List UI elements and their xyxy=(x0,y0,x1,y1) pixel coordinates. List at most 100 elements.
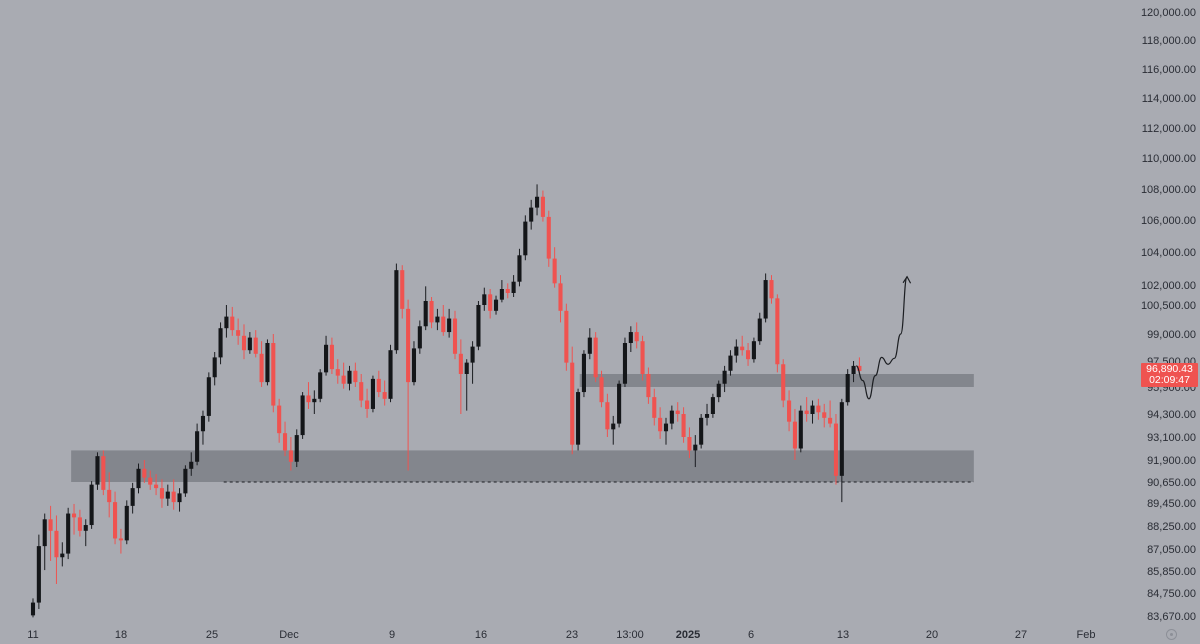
price-tick-label: 93,100.00 xyxy=(1147,432,1196,444)
candle xyxy=(751,337,756,363)
candle xyxy=(411,341,417,386)
candle xyxy=(634,322,639,349)
candle xyxy=(341,362,346,389)
candle-body xyxy=(611,423,616,430)
time-axis[interactable]: 11 18 25 Dec 9 16 23 13:00 2025 6 13 20 27 Feb xyxy=(27,629,1095,641)
candle xyxy=(282,421,288,457)
candle xyxy=(406,299,411,471)
candle-body xyxy=(101,456,106,490)
time-tick-label: 25 xyxy=(206,629,218,641)
candle-body xyxy=(224,316,229,329)
candle-body xyxy=(693,444,698,451)
candle-body xyxy=(306,395,311,403)
candle xyxy=(529,199,534,230)
time-tick-label: 16 xyxy=(475,629,487,641)
candle xyxy=(564,303,569,371)
price-tick-label: 84,750.00 xyxy=(1147,588,1196,600)
candle xyxy=(177,488,182,512)
price-tick-label: 116,000.00 xyxy=(1142,64,1196,76)
candle-body xyxy=(593,337,598,378)
candle xyxy=(540,190,545,222)
candle-body xyxy=(734,346,739,356)
candle xyxy=(159,479,164,508)
candle xyxy=(728,350,733,376)
candle xyxy=(781,359,786,408)
candle-body xyxy=(617,383,622,424)
candle-body xyxy=(312,398,317,403)
candle-body xyxy=(605,402,610,430)
candle-body xyxy=(159,488,164,499)
candle-body xyxy=(476,305,481,347)
candle-body xyxy=(288,450,293,462)
candle xyxy=(259,341,264,387)
candle-body xyxy=(781,364,786,401)
candle xyxy=(148,470,153,490)
candle-body xyxy=(845,374,850,403)
candle-body xyxy=(622,343,628,384)
candle-body xyxy=(406,308,411,383)
projection-arrowhead xyxy=(902,275,912,284)
candle xyxy=(599,370,604,408)
candle xyxy=(581,350,586,398)
candle-body xyxy=(435,316,440,323)
candle-body xyxy=(804,410,809,414)
settings-gear-icon[interactable] xyxy=(1166,629,1177,640)
candle xyxy=(669,405,674,430)
candle xyxy=(271,334,276,413)
candle-body xyxy=(628,332,633,343)
candle xyxy=(804,397,809,422)
candle-body xyxy=(757,318,762,342)
candle xyxy=(693,435,698,468)
time-tick-label: 11 xyxy=(27,629,38,641)
candle-body xyxy=(259,353,264,383)
candle-body xyxy=(177,493,182,503)
candle xyxy=(587,328,592,360)
candle-body xyxy=(95,456,100,485)
candle-body xyxy=(54,530,59,558)
support-zone[interactable] xyxy=(71,450,974,482)
candle-body xyxy=(353,370,358,383)
candle-body xyxy=(663,423,669,432)
candle xyxy=(370,375,375,413)
candle xyxy=(400,265,405,319)
candle xyxy=(740,335,745,356)
candle-body xyxy=(195,431,200,462)
resistance-zone[interactable] xyxy=(579,374,974,387)
price-tick-label: 99,000.00 xyxy=(1147,329,1196,341)
candle xyxy=(704,403,710,426)
candle xyxy=(663,417,669,445)
candle xyxy=(241,324,247,360)
price-tick-label: 83,670.00 xyxy=(1147,611,1196,623)
candle xyxy=(71,503,77,535)
candle xyxy=(441,305,446,336)
candle xyxy=(347,365,352,391)
candle xyxy=(558,275,563,323)
candle xyxy=(265,339,270,386)
candle xyxy=(206,372,211,422)
candle xyxy=(154,474,159,496)
candle-body xyxy=(171,491,176,503)
candle xyxy=(482,287,487,311)
candle-body xyxy=(646,374,651,398)
price-axis[interactable]: 120,000.00 118,000.00 116,000.00 114,000.00… xyxy=(1141,7,1196,623)
candle xyxy=(300,392,305,439)
candle xyxy=(769,275,774,304)
candle-body xyxy=(359,382,364,401)
candle xyxy=(511,275,516,297)
candle xyxy=(77,509,82,537)
time-tick-label: 20 xyxy=(926,629,938,641)
candle-body xyxy=(710,397,715,414)
candle xyxy=(318,369,323,403)
candle xyxy=(605,393,610,437)
candle-body xyxy=(48,519,53,531)
zones-layer xyxy=(71,374,974,483)
projection-path[interactable] xyxy=(855,276,908,400)
candle xyxy=(646,367,651,404)
candle-body xyxy=(505,289,510,293)
candle-body xyxy=(787,400,792,422)
candle-body xyxy=(640,341,645,374)
candle xyxy=(89,481,94,529)
candle xyxy=(130,482,135,514)
candle-body xyxy=(77,517,82,531)
